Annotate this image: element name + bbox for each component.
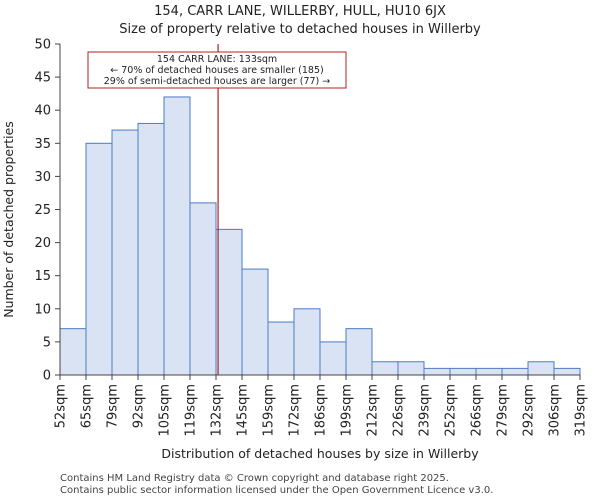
x-tick-label: 159sqm: [262, 384, 277, 437]
bar-132sqm: [215, 228, 243, 376]
y-tick-label: 20: [34, 236, 51, 251]
x-tick-label: 319sqm: [574, 384, 589, 437]
x-tick-label: 292sqm: [522, 384, 537, 437]
x-tick-label: 132sqm: [210, 384, 225, 437]
x-tick-label: 145sqm: [236, 384, 251, 437]
x-tick-label: 266sqm: [470, 384, 485, 437]
y-tick-label: 40: [34, 104, 51, 119]
bar-292sqm: [527, 361, 555, 376]
x-tick-label: 186sqm: [314, 384, 329, 437]
bar-119sqm: [189, 202, 217, 376]
bar-159sqm: [267, 321, 295, 376]
bar-252sqm: [449, 367, 477, 376]
x-tick-label: 79sqm: [106, 384, 121, 428]
x-tick-label: 52sqm: [54, 384, 69, 428]
y-tick-label: 5: [43, 335, 51, 350]
x-tick-label: 65sqm: [80, 384, 95, 428]
bar-212sqm: [371, 361, 399, 376]
y-tick-label: 10: [34, 302, 51, 317]
y-tick-label: 0: [43, 369, 51, 384]
histogram-chart: 0 5 10 15 20 25 30 35 40 45 50 52sqm 65sqm 79sqm 92sq…: [1, 38, 589, 462]
annotation-box: [87, 51, 347, 89]
bar-145sqm: [241, 268, 269, 376]
x-tick-label: 279sqm: [496, 384, 511, 437]
x-tick-label: 226sqm: [392, 384, 407, 437]
x-tick-label: 119sqm: [184, 384, 199, 437]
y-axis-label: Number of detached properties: [1, 121, 16, 318]
annotation-line-2: ← 70% of detached houses are smaller (18…: [110, 65, 323, 76]
bar-279sqm: [501, 367, 529, 376]
y-tick-label: 35: [34, 137, 51, 152]
chart-title: 154, CARR LANE, WILLERBY, HULL, HU10 6JX: [154, 4, 446, 19]
y-axis: 0 5 10 15 20 25 30 35 40 45 50: [34, 38, 61, 384]
bar-186sqm: [319, 341, 347, 376]
y-tick-label: 25: [34, 203, 51, 218]
x-tick-label: 172sqm: [288, 384, 303, 437]
bar-79sqm: [111, 129, 139, 376]
x-tick-label: 252sqm: [444, 384, 459, 437]
x-tick-label: 212sqm: [366, 384, 381, 437]
bar-105sqm: [163, 96, 191, 376]
x-tick-label: 105sqm: [158, 384, 173, 437]
x-axis: 52sqm 65sqm 79sqm 92sqm 105sqm 119sqm 132sqm 14…: [54, 374, 589, 437]
annotation-line-3: 29% of semi-detached houses are larger (…: [104, 76, 331, 87]
y-tick-label: 50: [34, 38, 51, 53]
bar-65sqm: [85, 142, 113, 376]
bar-226sqm: [397, 361, 425, 376]
bar-306sqm: [553, 367, 581, 376]
bar-52sqm: [59, 328, 87, 376]
bar-266sqm: [475, 367, 503, 376]
footer-line-2: Contains public sector information licen…: [60, 485, 494, 496]
y-tick-label: 15: [34, 269, 51, 284]
bar-172sqm: [293, 308, 321, 376]
chart-subtitle: Size of property relative to detached ho…: [119, 22, 481, 37]
bars-group: [59, 96, 581, 376]
footer-line-1: Contains HM Land Registry data © Crown c…: [60, 473, 449, 484]
x-tick-label: 239sqm: [418, 384, 433, 437]
y-tick-label: 45: [34, 71, 51, 86]
bar-199sqm: [345, 328, 373, 376]
y-tick-label: 30: [34, 170, 51, 185]
x-tick-label: 306sqm: [548, 384, 563, 437]
bar-239sqm: [423, 367, 451, 376]
x-tick-label: 92sqm: [132, 384, 147, 428]
bar-92sqm: [137, 122, 165, 376]
x-axis-label: Distribution of detached houses by size …: [161, 446, 479, 461]
x-tick-label: 199sqm: [340, 384, 355, 437]
annotation-line-1: 154 CARR LANE: 133sqm: [157, 54, 277, 65]
